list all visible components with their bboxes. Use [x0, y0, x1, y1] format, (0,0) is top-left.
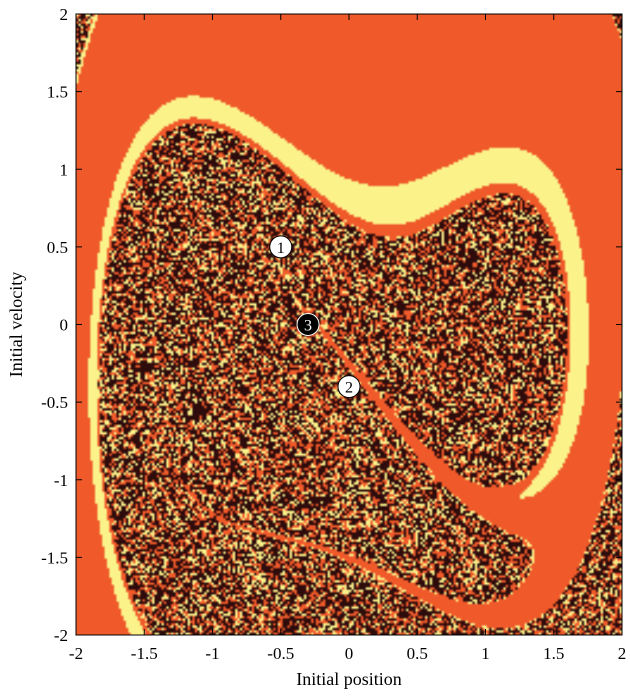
- y-tick-label: 2: [60, 5, 69, 24]
- x-axis-label: Initial position: [296, 669, 402, 689]
- attractor-marker-2: 2: [337, 375, 361, 399]
- attractor-marker-label: 2: [345, 380, 353, 397]
- x-tick-label: -0.5: [267, 644, 294, 663]
- x-axis-ticks: -2 -1.5 -1 -0.5 0 0.5 1 1.5 2: [69, 14, 626, 663]
- x-tick-label: 2: [618, 644, 627, 663]
- y-tick-label: -1.5: [41, 548, 68, 567]
- x-tick-label: 0: [345, 644, 354, 663]
- y-tick-label: 1: [60, 160, 69, 179]
- x-tick-label: -1.5: [131, 644, 158, 663]
- y-tick-label: -2: [54, 626, 68, 645]
- attractor-marker-circle: [337, 375, 361, 399]
- plot-area: [76, 14, 622, 635]
- attractor-marker-circle: [296, 313, 320, 336]
- y-axis-ticks: -2 -1.5 -1 -0.5 0 0.5 1 1.5 2: [41, 5, 622, 645]
- attractor-marker-label: 1: [277, 240, 285, 257]
- x-tick-label: 1: [481, 644, 490, 663]
- y-tick-label: -1: [54, 471, 68, 490]
- y-tick-label: 1.5: [47, 83, 68, 102]
- attractor-marker-1: 1: [269, 235, 293, 259]
- x-tick-label: 0.5: [407, 644, 428, 663]
- attractor-markers: 1 2 3: [269, 235, 361, 399]
- attractor-marker-3: 3: [296, 313, 320, 336]
- x-tick-label: 1.5: [543, 644, 564, 663]
- basin-map: [76, 14, 622, 635]
- x-tick-label: -2: [69, 644, 83, 663]
- x-tick-label: -1: [205, 644, 219, 663]
- y-axis-label: Initial velocity: [6, 272, 26, 377]
- y-tick-label: 0.5: [47, 238, 68, 257]
- attractor-marker-label: 3: [304, 318, 312, 335]
- attractor-marker-circle: [269, 235, 293, 259]
- y-tick-label: 0: [60, 316, 69, 335]
- y-tick-label: -0.5: [41, 393, 68, 412]
